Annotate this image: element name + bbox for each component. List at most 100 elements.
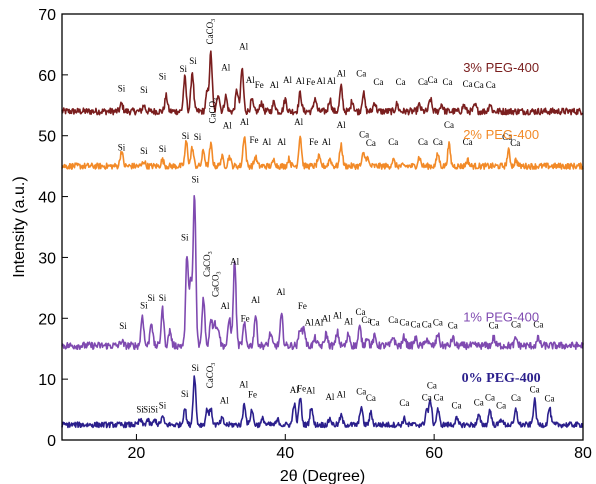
y-tick-label: 30 <box>38 250 56 267</box>
peak-label: Ca <box>356 69 366 79</box>
peak-label: Al <box>240 117 249 127</box>
peak-label: Si <box>140 301 148 311</box>
x-tick-label: 80 <box>574 445 592 462</box>
peak-label: Ca <box>511 393 521 403</box>
y-tick-label: 40 <box>38 190 56 207</box>
peak-label: Ca <box>510 138 520 148</box>
peak-label: Ca <box>399 398 409 408</box>
peak-label: Fe <box>250 135 259 145</box>
peak-label: Ca <box>496 400 506 410</box>
y-tick-label: 20 <box>38 311 56 328</box>
peak-label: Al <box>327 76 336 86</box>
y-tick-label: 70 <box>38 7 56 24</box>
series-labels: 3% PEG-400 2% PEG-400 1% PEG-400 0% PEG-400 <box>462 60 541 386</box>
peak-label: Ca <box>411 319 421 329</box>
peak-label: Ca <box>422 392 432 402</box>
peak-label: Ca <box>388 137 398 147</box>
peak-label: Ca <box>370 318 380 328</box>
peak-label: Al <box>306 386 315 396</box>
y-tick-label: 10 <box>38 372 56 389</box>
peak-label: Al <box>239 380 248 390</box>
peak-label: Si <box>159 72 167 82</box>
peak-label: Al <box>230 257 239 267</box>
peak-label: Si <box>136 405 144 415</box>
peak-label: Al <box>314 318 323 328</box>
series-label-2: 1% PEG-400 <box>463 309 539 324</box>
peak-label: Fe <box>309 137 318 147</box>
peak-label: Ca <box>388 315 398 325</box>
series-line-3 <box>61 375 584 429</box>
peak-label: Al <box>239 41 248 51</box>
peak-label: CaCO3 <box>210 271 222 297</box>
x-tick-label: 60 <box>425 445 443 462</box>
y-axis-ticks: 0 10 20 30 40 50 60 70 <box>38 7 68 450</box>
peak-label: Al <box>223 120 232 130</box>
peak-label: Al <box>337 120 346 130</box>
peak-label: Al <box>322 137 331 147</box>
peak-label: Al <box>221 63 230 73</box>
peak-label: Ca <box>530 385 540 395</box>
peak-label: Si <box>181 389 189 399</box>
peak-label: Ca <box>463 137 473 147</box>
peak-label: Ca <box>463 79 473 89</box>
peak-label: Al <box>283 75 292 85</box>
x-axis-ticks: 20 40 60 80 <box>128 434 592 462</box>
peak-label: Al <box>270 80 279 90</box>
peak-label: CaCO3 <box>205 363 217 389</box>
peak-label: Ca <box>355 307 365 317</box>
peak-label: Ca <box>433 137 443 147</box>
peak-label: Si <box>151 405 159 415</box>
peak-label: Al <box>337 389 346 399</box>
peak-label: Ca <box>356 386 366 396</box>
peak-label: Al <box>220 395 229 405</box>
peak-label: Ca <box>502 132 512 142</box>
peak-label: Si <box>140 85 148 95</box>
peak-label: Ca <box>373 77 383 87</box>
peak-label: Ca <box>474 80 484 90</box>
series-label-1: 2% PEG-400 <box>463 127 539 142</box>
peak-label: Fe <box>306 77 315 87</box>
series-line-1 <box>61 135 584 170</box>
peak-label: Ca <box>486 80 496 90</box>
x-axis-title: 2θ (Degree) <box>280 468 365 484</box>
peak-label: Al <box>277 137 286 147</box>
peak-label: Si <box>180 64 188 74</box>
peak-label: Ca <box>443 77 453 87</box>
peak-label: Si <box>118 83 126 93</box>
peak-label: Fe <box>248 389 257 399</box>
y-tick-label: 0 <box>47 433 56 450</box>
peak-label: Al <box>317 76 326 86</box>
peak-label: Ca <box>545 394 555 404</box>
peak-label: Fe <box>241 313 250 323</box>
peak-label: Al <box>290 385 299 395</box>
peak-label: Ca <box>428 75 438 85</box>
x-tick-label: 20 <box>128 445 146 462</box>
plot-frame <box>61 13 584 441</box>
peak-label: Al <box>251 295 260 305</box>
peak-label: Al <box>325 392 334 402</box>
peak-label: Ca <box>451 400 461 410</box>
peak-label: Ca <box>427 380 437 390</box>
peak-label: Ca <box>448 321 458 331</box>
peak-label: Ca <box>366 393 376 403</box>
peak-label: Si <box>159 400 167 410</box>
series-line-2 <box>61 195 584 351</box>
peak-label: Al <box>262 137 271 147</box>
peak-label: Ca <box>485 392 495 402</box>
peak-label: Si <box>194 132 202 142</box>
peak-label: Si <box>191 175 199 185</box>
series-traces <box>61 50 584 429</box>
series-label-3: 0% PEG-400 <box>462 371 541 386</box>
peak-label: Ca <box>433 318 443 328</box>
peak-label: Al <box>294 117 303 127</box>
peak-label: Fe <box>297 383 306 393</box>
peak-label: Fe <box>255 80 264 90</box>
y-tick-label: 50 <box>38 129 56 146</box>
peak-label: Si <box>119 321 127 331</box>
peak-label: Si <box>159 293 167 303</box>
peak-label: CaCO3 <box>202 251 214 277</box>
y-tick-label: 60 <box>38 68 56 85</box>
